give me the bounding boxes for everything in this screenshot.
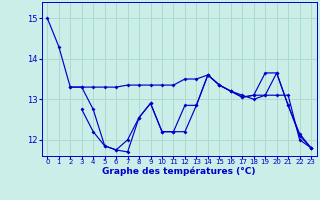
X-axis label: Graphe des températures (°C): Graphe des températures (°C) [102,167,256,176]
